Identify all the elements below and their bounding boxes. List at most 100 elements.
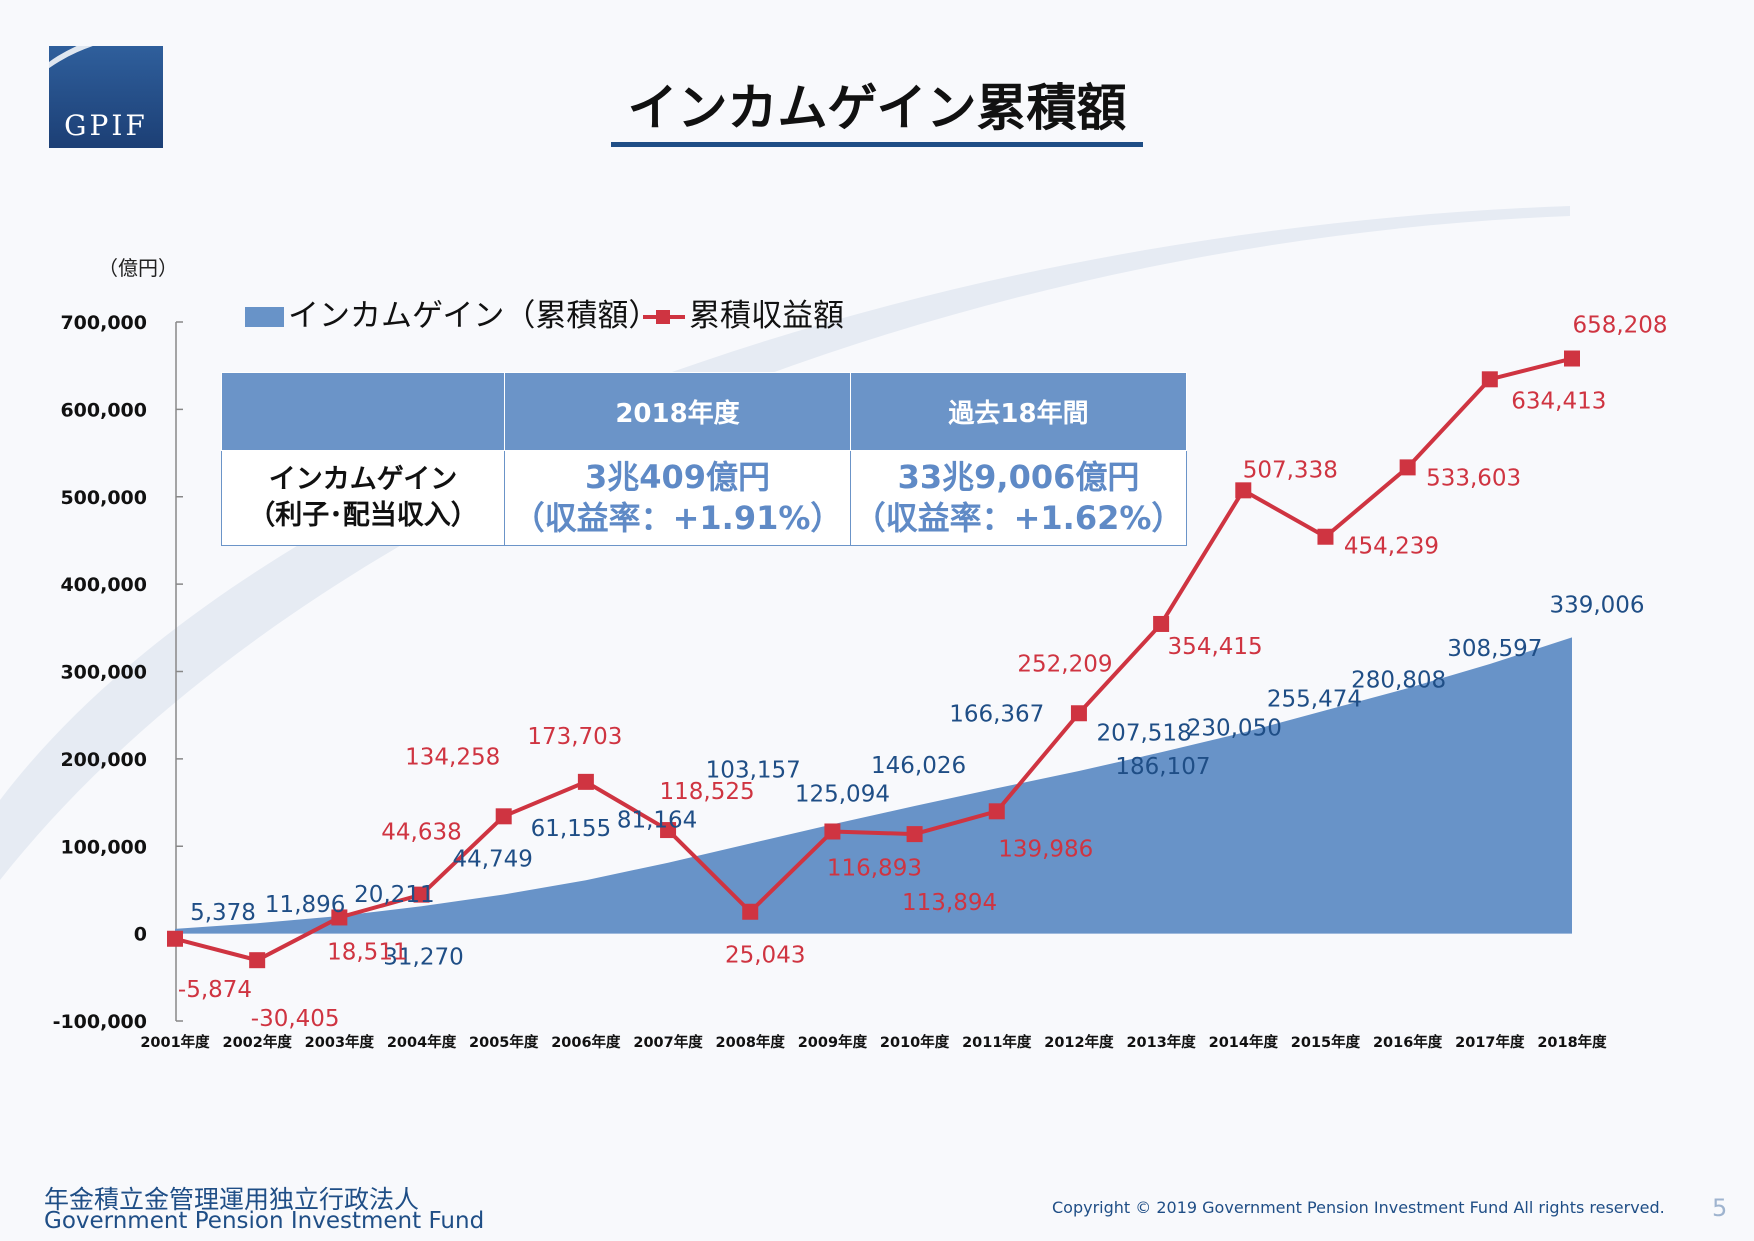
y-tick-label: 700,000 (60, 312, 147, 334)
area-data-label: 146,026 (871, 753, 966, 779)
x-tick-label: 2016年度 (1373, 1033, 1443, 1051)
title-underline (611, 142, 1143, 147)
area-data-label: 308,597 (1447, 636, 1542, 662)
line-marker (331, 909, 348, 926)
table-header-18years: 過去18年間 (850, 372, 1187, 451)
x-tick-label: 2011年度 (962, 1033, 1032, 1051)
line-path (174, 356, 1573, 963)
x-tick-label: 2004年度 (387, 1033, 457, 1051)
summary-table: 2018年度 過去18年間 インカムゲイン （利子･配当収入） 3兆409億円 … (221, 372, 1187, 546)
table-cell-18years: 33兆9,006億円 （収益率：+1.62%） (850, 450, 1187, 546)
area-data-label: 339,006 (1549, 592, 1644, 618)
table-header-empty (221, 372, 505, 451)
line-data-label: -5,874 (178, 977, 252, 1003)
line-data-labels: -5,874 -30,405 18,511 44,638 134,258 173,703 1… (178, 313, 1668, 1033)
line-data-label: 634,413 (1511, 388, 1606, 414)
y-tick-label: -100,000 (53, 1011, 147, 1033)
logo-text: GPIF (64, 109, 148, 142)
line-marker (988, 803, 1005, 820)
x-tick-label: 2013年度 (1126, 1033, 1196, 1051)
line-marker (577, 773, 594, 790)
y-axis-unit-label: （億円） (98, 256, 178, 280)
line-data-label: 507,338 (1243, 457, 1338, 483)
x-tick-label: 2006年度 (551, 1033, 621, 1051)
y-tick-label: 200,000 (60, 749, 147, 771)
line-data-label: 139,986 (998, 836, 1093, 862)
cell-2018-rate: （収益率：+1.91%） (512, 499, 843, 537)
area-data-label: 5,378 (190, 900, 256, 926)
area-data-label: 166,367 (949, 701, 1044, 727)
area-data-label: 31,270 (383, 944, 463, 970)
line-marker (906, 826, 923, 843)
table-row-header: インカムゲイン （利子･配当収入） (221, 450, 505, 546)
line-data-label: 116,893 (827, 855, 922, 881)
row-header-line1: インカムゲイン (268, 464, 458, 495)
line-data-label: 25,043 (725, 943, 805, 969)
area-data-labels: 5,378 11,896 20,211 31,270 44,749 61,155 81,16… (190, 592, 1644, 970)
area-data-label: 44,749 (452, 847, 532, 873)
x-tick-label: 2003年度 (305, 1033, 375, 1051)
line-data-label: -30,405 (251, 1006, 340, 1032)
area-series (175, 637, 1572, 934)
gpif-logo: GPIF (49, 46, 163, 148)
y-axis: -100,000 0 100,000 200,000 300,000 400,000 500… (53, 312, 183, 1033)
table-header-row: 2018年度 過去18年間 (221, 372, 1187, 451)
line-marker (1235, 482, 1252, 499)
area-data-label: 125,094 (795, 781, 890, 807)
x-tick-label: 2015年度 (1291, 1033, 1361, 1051)
line-data-label: 533,603 (1426, 465, 1521, 491)
legend-swatch-area (245, 307, 284, 327)
area-data-label: 207,518 (1097, 720, 1192, 746)
line-data-label: 454,239 (1344, 534, 1439, 560)
x-tick-label: 2002年度 (222, 1033, 292, 1051)
area-data-label: 255,474 (1267, 686, 1362, 712)
line-marker (742, 903, 759, 920)
y-tick-label: 300,000 (60, 662, 147, 684)
line-marker (824, 823, 841, 840)
x-axis: 2001年度 2002年度 2003年度 2004年度 2005年度 2006年度 2007… (140, 1033, 1607, 1051)
line-marker (1399, 459, 1416, 476)
line-data-label: 44,638 (381, 820, 461, 846)
line-data-label: 113,894 (902, 890, 997, 916)
x-tick-label: 2005年度 (469, 1033, 539, 1051)
line-marker (413, 886, 430, 903)
table-cell-2018: 3兆409億円 （収益率：+1.91%） (504, 450, 851, 546)
area-data-label: 11,896 (265, 892, 345, 918)
line-marker (495, 808, 512, 825)
area-data-label: 103,157 (706, 757, 801, 783)
area-fill (175, 637, 1572, 934)
x-tick-label: 2012年度 (1044, 1033, 1114, 1051)
area-data-label: 61,155 (531, 816, 611, 842)
line-data-label: 118,525 (659, 779, 754, 805)
x-tick-label: 2009年度 (798, 1033, 868, 1051)
row-header-line2: （利子･配当収入） (248, 500, 478, 531)
page-number: 5 (1712, 1194, 1728, 1222)
line-data-label: 173,703 (527, 724, 622, 750)
legend-label-line: 累積収益額 (689, 298, 844, 334)
footer-org-japanese: 年金積立金管理運用独立行政法人 (44, 1185, 420, 1214)
x-tick-label: 2008年度 (716, 1033, 786, 1051)
x-tick-label: 2001年度 (140, 1033, 210, 1051)
x-tick-label: 2018年度 (1537, 1033, 1607, 1051)
line-data-label: 252,209 (1017, 651, 1112, 677)
line-data-label: 18,511 (327, 939, 407, 965)
footer-org-english: Government Pension Investment Fund (44, 1208, 485, 1234)
line-marker (1317, 528, 1334, 545)
x-tick-label: 2014年度 (1209, 1033, 1279, 1051)
page-title: インカムゲイン累積額 (627, 79, 1127, 137)
y-tick-label: 0 (134, 924, 147, 946)
area-data-label: 280,808 (1351, 667, 1446, 693)
area-data-label: 186,107 (1115, 754, 1210, 780)
line-marker (249, 952, 266, 969)
line-series (167, 350, 1580, 969)
cell-2018-amount: 3兆409億円 (584, 458, 771, 496)
legend: インカムゲイン（累積額） 累積収益額 (245, 298, 844, 334)
table-row: インカムゲイン （利子･配当収入） 3兆409億円 （収益率：+1.91%） 3… (221, 450, 1187, 546)
line-data-label: 354,415 (1168, 634, 1263, 660)
line-marker (1481, 371, 1498, 388)
line-marker (167, 930, 183, 947)
line-data-label: 658,208 (1572, 313, 1667, 339)
y-tick-label: 500,000 (60, 487, 147, 509)
table-header-2018: 2018年度 (504, 372, 851, 451)
